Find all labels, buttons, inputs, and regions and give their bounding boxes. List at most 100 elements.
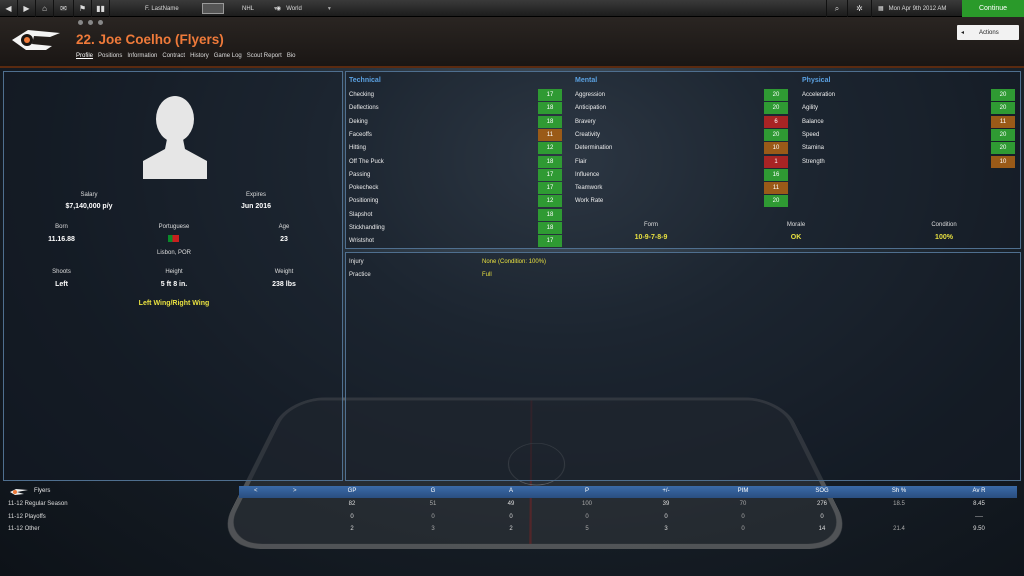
stats-cell: 9.50 [973, 526, 985, 532]
mental-header: Mental [575, 77, 598, 84]
attribute-name: Wristshot [349, 238, 374, 245]
stats-prev-button[interactable]: < [254, 488, 258, 494]
attribute-value: 17 [538, 168, 562, 181]
stats-cell: 51 [429, 501, 437, 507]
attribute-name: Work Rate [575, 198, 604, 205]
stats-next-button[interactable]: > [293, 488, 297, 494]
tab-positions[interactable]: Positions [98, 53, 123, 59]
continue-button[interactable]: Continue [962, 0, 1024, 17]
attribute-value: 20 [764, 102, 788, 115]
tab-history[interactable]: History [190, 53, 209, 59]
attribute-value: 18 [538, 155, 562, 168]
stats-cell: 0 [431, 513, 435, 520]
salary-value: $7,140,000 p/y [65, 203, 113, 210]
attribute-value: 18 [538, 102, 562, 115]
attribute-row: Anticipation 20 [575, 102, 788, 115]
settings-button[interactable]: ✲ [848, 0, 872, 17]
stats-cell: 3 [431, 526, 435, 532]
born-value: 11.16.88 [48, 236, 75, 243]
attribute-row: Aggression 20 [575, 89, 788, 101]
stats-cell: 2 [509, 526, 513, 532]
stats-cell: 0 [741, 513, 745, 520]
bio-panel: Salary $7,140,000 p/y Expires Jun 2016 B… [3, 71, 343, 481]
expires-value: Jun 2016 [241, 203, 271, 210]
injury-panel: Injury None (Condition: 100%) Practice F… [345, 252, 1021, 481]
condition-value: 100% [935, 234, 953, 241]
attribute-row: Faceoffs 11 [349, 128, 562, 141]
stats-header-cell[interactable]: Av R [972, 488, 986, 494]
attribute-row: Influence 16 [575, 168, 788, 181]
page-title: 22. Joe Coelho (Flyers) [76, 32, 224, 47]
tab-game-log[interactable]: Game Log [213, 53, 242, 59]
attribute-row: Pokecheck 17 [349, 182, 562, 195]
league-dropdown[interactable]: NHL ▼ [242, 0, 278, 17]
player-silhouette-icon [143, 96, 207, 179]
tab-contract[interactable]: Contract [162, 53, 186, 59]
attribute-name: Hitting [349, 145, 367, 152]
attribute-value: 17 [538, 89, 562, 101]
stats-header-cell[interactable]: GP [347, 488, 357, 494]
attribute-value: 12 [538, 142, 562, 155]
attribute-name: Acceleration [802, 92, 836, 98]
tab-scout-report[interactable]: Scout Report [246, 53, 282, 59]
stats-header-cell[interactable]: SOG [815, 488, 829, 494]
morale-label: Morale [786, 222, 806, 228]
tab-profile[interactable]: Profile [76, 53, 94, 59]
date-display[interactable]: ▦ Mon Apr 9th 2012 AM [878, 0, 946, 17]
search-icon: ⌕ [834, 3, 840, 13]
calendar-icon: ▦ [878, 6, 884, 12]
actions-button[interactable]: ◂ Actions [957, 25, 1019, 40]
stats-cell: 70 [739, 501, 747, 507]
stats-header-cell[interactable]: Sh % [891, 488, 907, 494]
world-dropdown[interactable]: ◉ World ▼ [276, 0, 332, 17]
nationality-label: Portuguese [158, 224, 190, 230]
attribute-name: Agility [802, 105, 819, 112]
attribute-name: Pokecheck [349, 185, 379, 192]
attribute-row: Work Rate 20 [575, 195, 788, 208]
attribute-name: Aggression [575, 92, 606, 98]
attribute-value: 20 [764, 128, 788, 141]
actions-label: Actions [979, 29, 999, 36]
attribute-value: 20 [991, 89, 1015, 101]
stats-header-cell[interactable]: G [430, 488, 436, 494]
attribute-name: Flair [575, 158, 587, 165]
news-button[interactable]: ⚑ [74, 0, 92, 17]
attribute-row: Stickhandling 18 [349, 222, 562, 234]
attribute-name: Balance [802, 118, 824, 125]
attribute-name: Off The Puck [349, 158, 384, 165]
stats-cell: 82 [348, 501, 356, 507]
attribute-name: Speed [802, 131, 820, 138]
tab-bio[interactable]: Bio [286, 53, 296, 59]
forward-button[interactable]: ▶ [18, 0, 36, 17]
tab-information[interactable]: Information [127, 53, 158, 59]
attribute-name: Creativity [575, 131, 601, 138]
attribute-row: Stamina 20 [802, 142, 1015, 155]
attribute-row: Balance 11 [802, 115, 1015, 128]
weight-value: 238 lbs [272, 281, 296, 288]
attribute-row: Agility 20 [802, 102, 1015, 115]
team-logo-button[interactable] [202, 0, 224, 17]
stats-cell: 2 [350, 526, 354, 532]
stats-header-cell[interactable]: P [584, 488, 589, 494]
stats-header-cell[interactable]: A [508, 488, 513, 494]
stats-cell: 0 [350, 513, 354, 520]
scout-button[interactable]: ▮▮ [92, 0, 110, 17]
back-button[interactable]: ◀ [0, 0, 18, 17]
search-button[interactable]: ⌕ [826, 0, 848, 17]
born-label: Born [55, 224, 68, 230]
stats-cell: 0 [585, 513, 589, 520]
physical-header: Physical [802, 77, 831, 84]
attribute-value: 18 [538, 222, 562, 234]
stats-season-label: 11-12 Playoffs [8, 513, 46, 520]
inbox-button[interactable]: ✉ [54, 0, 74, 17]
stats-cell: 0 [741, 526, 745, 532]
attribute-row: Off The Puck 18 [349, 155, 562, 168]
home-button[interactable]: ⌂ [36, 0, 54, 17]
attribute-row: Wristshot 17 [349, 235, 562, 248]
form-label: Form [644, 222, 658, 228]
attribute-name: Determination [575, 145, 613, 152]
stats-header-cell[interactable]: +/- [662, 488, 670, 494]
stats-header-cell[interactable]: PIM [737, 488, 749, 494]
age-label: Age [278, 224, 290, 230]
attribute-name: Positioning [349, 198, 379, 205]
